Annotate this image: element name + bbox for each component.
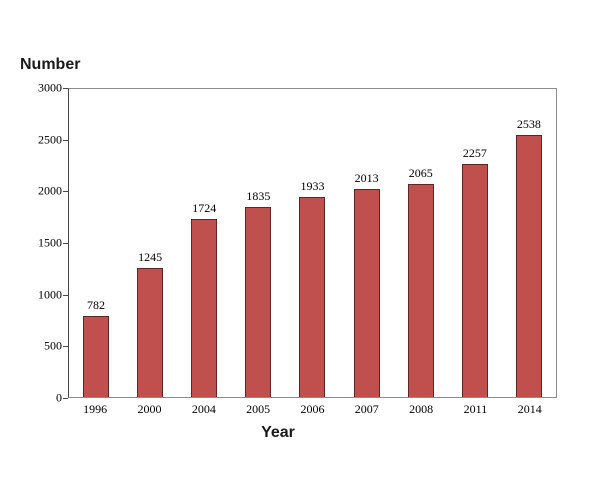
bar — [245, 207, 272, 397]
bar-value-label: 2257 — [462, 145, 487, 160]
bar-value-label: 2065 — [408, 165, 433, 180]
x-tick-label: 1996 — [83, 402, 108, 416]
bar-value-label: 1835 — [246, 189, 271, 204]
x-tick-label: 2004 — [191, 402, 216, 416]
bar — [515, 134, 542, 397]
y-tick-mark — [63, 346, 68, 348]
x-axis-title: Year — [261, 424, 295, 441]
bar — [137, 268, 164, 397]
bars-container: 782 1245 1724 1835 1933 2013 2065 2257 2538 — [69, 89, 556, 397]
y-axis-title: Number — [20, 56, 81, 73]
y-tick-label: 3000 — [38, 80, 62, 95]
x-tick-label: 2014 — [517, 402, 542, 416]
bar-value-label: 2538 — [516, 116, 541, 131]
bar-column: 2013 — [340, 89, 394, 397]
bar-value-label: 1245 — [138, 250, 163, 265]
bar-column: 2065 — [394, 89, 448, 397]
y-tick-mark — [63, 243, 68, 244]
bar-column: 782 — [69, 89, 123, 397]
bar-column: 1724 — [177, 89, 231, 397]
y-tick-mark — [63, 88, 68, 89]
bar-column: 1933 — [285, 89, 339, 397]
x-tick-label: 2007 — [354, 402, 379, 416]
y-tick-label: 0 — [56, 390, 62, 405]
y-tick-label: 1000 — [38, 287, 62, 302]
bar-column: 2257 — [448, 89, 502, 397]
bar — [407, 183, 434, 397]
x-tick-label: 2005 — [246, 402, 271, 416]
bar-value-label: 2013 — [354, 171, 379, 185]
bar — [83, 316, 110, 397]
x-tick-label: 2000 — [137, 402, 162, 416]
bar-value-label: 782 — [87, 298, 106, 313]
bar-column: 1245 — [123, 89, 177, 397]
plot-area: 782 1245 1724 1835 1933 2013 2065 2257 2538 — [68, 88, 557, 398]
bar — [353, 189, 380, 397]
y-tick-mark — [63, 398, 68, 399]
bar — [461, 163, 488, 397]
bar-value-label: 1724 — [192, 200, 217, 215]
x-tick-label: 2006 — [300, 402, 325, 416]
bar-column: 2538 — [502, 89, 556, 397]
bar-value-label: 1933 — [300, 179, 325, 194]
y-tick-mark — [63, 294, 68, 296]
y-tick-label: 2500 — [38, 132, 62, 147]
x-axis-labels: 1996 2000 2004 2005 2006 2007 2008 2011 2014 — [68, 402, 557, 417]
y-tick-label: 500 — [44, 338, 62, 353]
bar-column: 1835 — [231, 89, 285, 397]
bar — [191, 218, 218, 397]
x-tick-label: 2011 — [463, 402, 488, 416]
x-tick-label: 2008 — [409, 402, 434, 416]
y-tick-label: 2000 — [38, 183, 62, 198]
y-tick-mark — [63, 191, 68, 193]
y-tick-label: 1500 — [38, 235, 62, 250]
bar — [299, 197, 326, 397]
y-tick-mark — [63, 139, 68, 141]
